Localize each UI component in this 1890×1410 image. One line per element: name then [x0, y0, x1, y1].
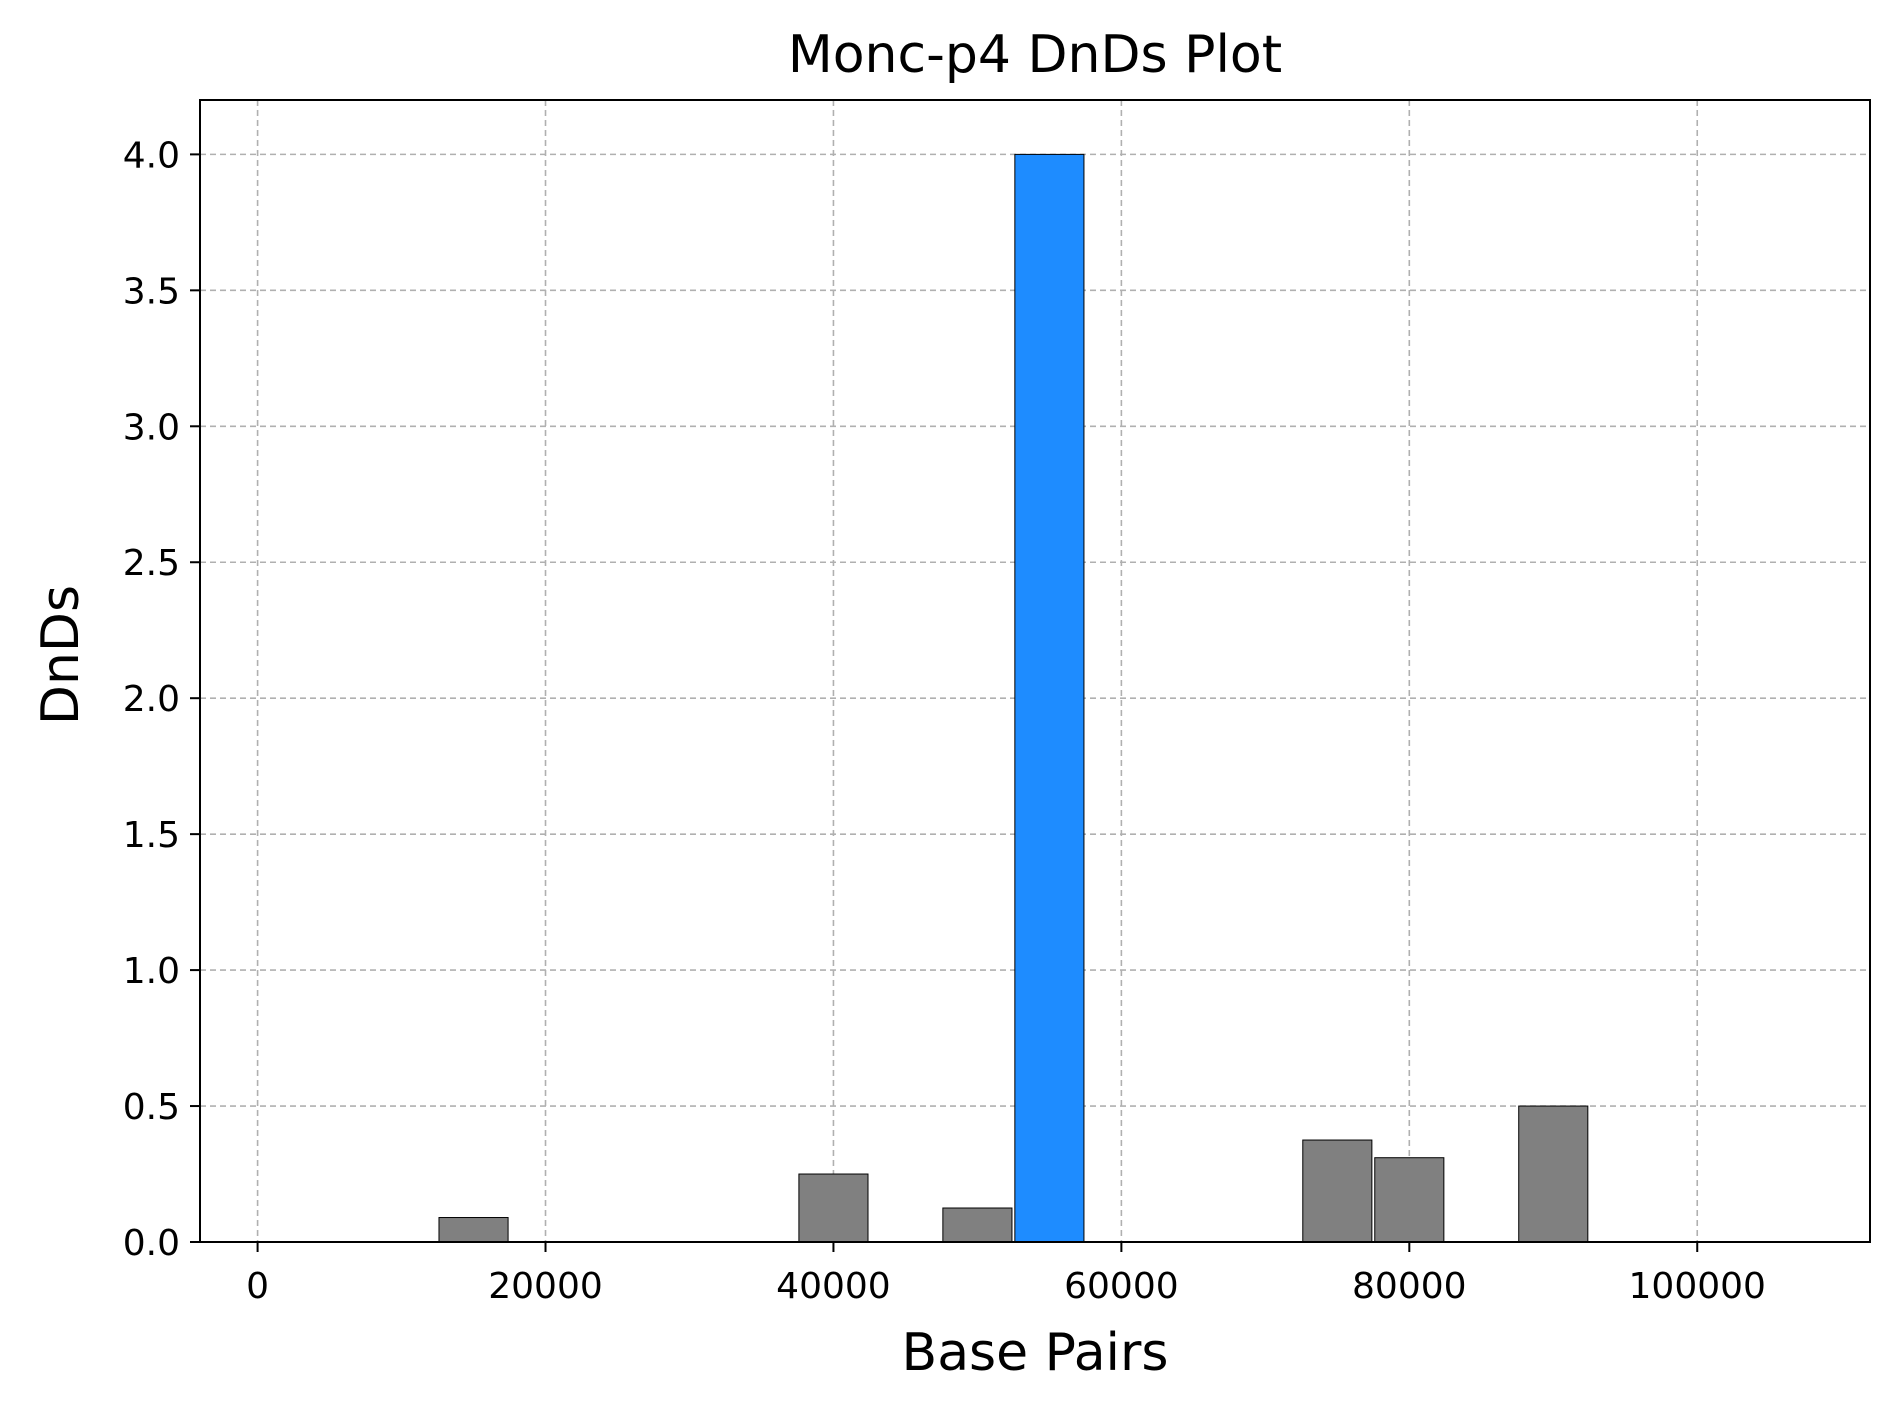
- y-tick-label-4: 2.0: [123, 679, 180, 720]
- y-tick-label-0: 0.0: [123, 1223, 180, 1264]
- x-axis-ticks: 0 20000 40000 60000 80000 100000: [246, 1242, 1766, 1307]
- y-tick-label-3: 1.5: [123, 815, 180, 856]
- x-axis-title: Base Pairs: [902, 1323, 1169, 1383]
- y-tick-label-6: 3.0: [123, 407, 180, 448]
- y-tick-label-2: 1.0: [123, 951, 180, 992]
- x-tick-label-0: 0: [246, 1266, 269, 1307]
- bar-2: [942, 1207, 1013, 1243]
- highlight-bar-3: [1014, 153, 1085, 1243]
- chart-title: Monc-p4 DnDs Plot: [788, 25, 1282, 85]
- x-tick-label-4: 80000: [1352, 1266, 1467, 1307]
- bar-4: [1302, 1139, 1373, 1243]
- bar-0: [438, 1217, 509, 1243]
- x-tick-label-2: 40000: [776, 1266, 891, 1307]
- y-tick-label-5: 2.5: [123, 543, 180, 584]
- bars: [438, 153, 1589, 1243]
- y-axis-title: DnDs: [31, 585, 91, 725]
- plot-frame: [199, 99, 1871, 1243]
- y-tick-label-7: 3.5: [123, 271, 180, 312]
- x-tick-label-5: 100000: [1629, 1266, 1766, 1307]
- x-tick-label-1: 20000: [488, 1266, 603, 1307]
- bar-1: [798, 1173, 869, 1243]
- y-tick-label-8: 4.0: [123, 135, 180, 176]
- y-tick-label-1: 0.5: [123, 1087, 180, 1128]
- y-axis-ticks: 0.0 0.5 1.0 1.5 2.0 2.5 3.0 3.5 4.0: [123, 135, 200, 1264]
- bar-5: [1374, 1157, 1445, 1243]
- x-tick-label-3: 60000: [1064, 1266, 1179, 1307]
- bar-6: [1518, 1105, 1589, 1243]
